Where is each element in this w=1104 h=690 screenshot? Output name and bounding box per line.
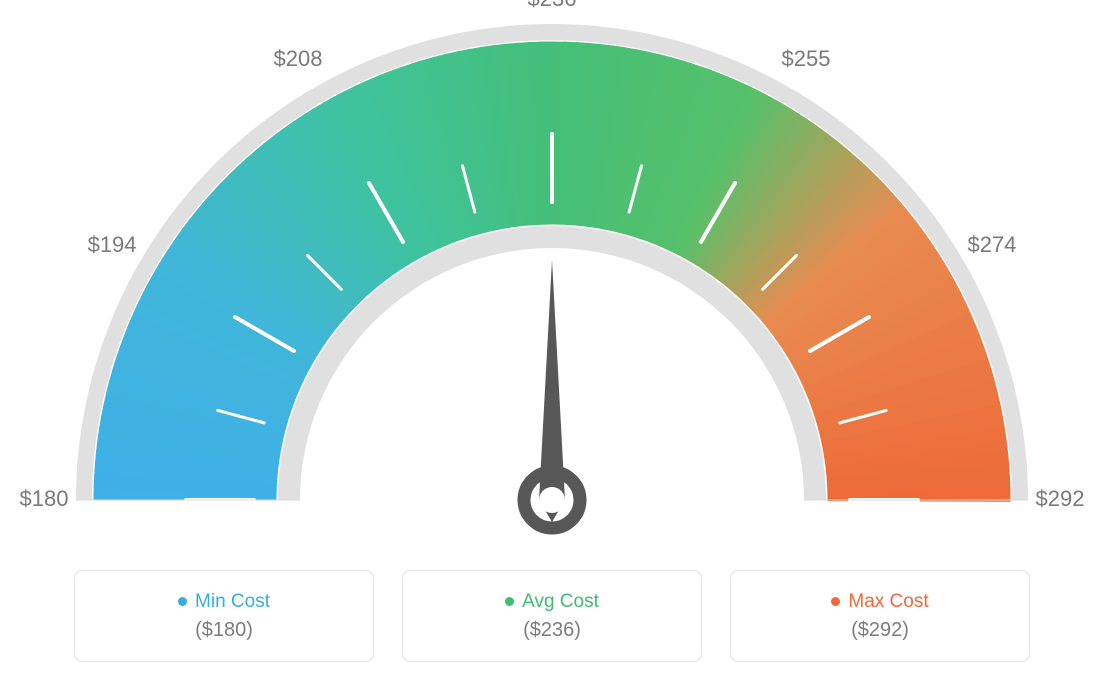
gauge-svg: $180 $194 $208 $236 $255 $274 $292 xyxy=(0,0,1104,560)
legend-title-max: Max Cost xyxy=(831,591,928,613)
svg-text:$194: $194 xyxy=(88,232,137,257)
svg-text:$274: $274 xyxy=(967,232,1016,257)
legend-card-max: Max Cost ($292) xyxy=(730,570,1030,662)
svg-text:$180: $180 xyxy=(20,486,69,511)
legend-value-avg: ($236) xyxy=(523,619,581,642)
legend-title-avg: Avg Cost xyxy=(505,591,599,613)
legend-row: Min Cost ($180) Avg Cost ($236) Max Cost… xyxy=(0,570,1104,662)
legend-title-min: Min Cost xyxy=(178,591,270,613)
svg-text:$255: $255 xyxy=(782,46,831,71)
legend-label-max: Max Cost xyxy=(848,591,928,613)
legend-dot-avg xyxy=(505,597,514,606)
legend-dot-max xyxy=(831,597,840,606)
legend-value-max: ($292) xyxy=(851,619,909,642)
legend-card-avg: Avg Cost ($236) xyxy=(402,570,702,662)
cost-gauge: $180 $194 $208 $236 $255 $274 $292 xyxy=(0,0,1104,560)
svg-text:$292: $292 xyxy=(1036,486,1085,511)
legend-card-min: Min Cost ($180) xyxy=(74,570,374,662)
legend-label-min: Min Cost xyxy=(195,591,270,613)
legend-dot-min xyxy=(178,597,187,606)
svg-text:$236: $236 xyxy=(528,0,577,11)
svg-text:$208: $208 xyxy=(274,46,323,71)
legend-value-min: ($180) xyxy=(195,619,253,642)
legend-label-avg: Avg Cost xyxy=(522,591,599,613)
